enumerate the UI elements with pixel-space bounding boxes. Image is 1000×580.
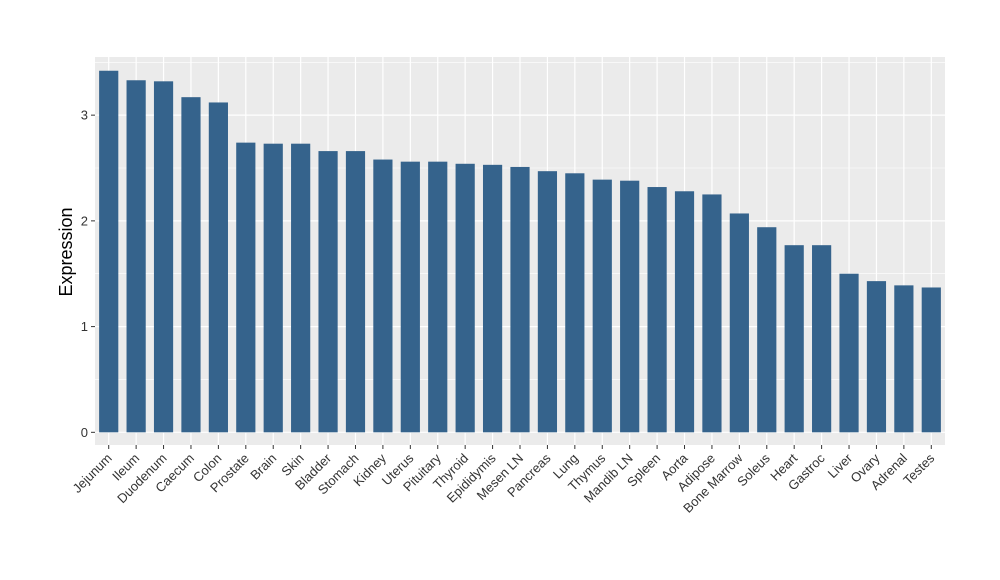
bar	[729, 213, 749, 433]
y-axis-title: Expression	[56, 207, 76, 296]
bars	[99, 70, 941, 433]
bar	[674, 191, 695, 433]
bar	[181, 97, 201, 433]
bar	[153, 81, 174, 433]
bar	[208, 102, 228, 433]
bar	[812, 245, 832, 433]
bar	[757, 227, 777, 433]
bar	[592, 179, 612, 433]
bar	[99, 70, 119, 433]
bar	[921, 287, 941, 433]
bar	[647, 187, 667, 433]
bar	[126, 80, 146, 433]
x-tick-label: Brain	[247, 451, 279, 483]
bar	[510, 166, 530, 433]
bar	[428, 161, 448, 433]
x-tick-label: Testes	[900, 450, 938, 488]
x-axis: JejunumIleumDuodenumCaecumColonProstateB…	[69, 445, 938, 516]
bar	[318, 151, 338, 433]
bar	[373, 159, 393, 433]
bar	[866, 281, 887, 433]
bar	[455, 163, 475, 433]
y-tick-label: 0	[81, 425, 88, 440]
y-tick-label: 1	[81, 319, 88, 334]
bar	[263, 143, 283, 433]
bar	[565, 173, 585, 433]
bar	[291, 143, 311, 433]
y-tick-label: 2	[81, 213, 88, 228]
bar	[482, 164, 503, 433]
y-tick-label: 3	[81, 108, 88, 123]
bar	[400, 161, 420, 433]
bar	[537, 171, 558, 433]
bar	[784, 245, 804, 433]
bar	[702, 194, 722, 433]
bar	[236, 142, 256, 433]
bar	[894, 285, 914, 433]
bar	[620, 180, 640, 433]
bar	[839, 273, 859, 433]
bar	[345, 151, 366, 433]
y-axis: 0 1 2 3	[81, 108, 95, 440]
